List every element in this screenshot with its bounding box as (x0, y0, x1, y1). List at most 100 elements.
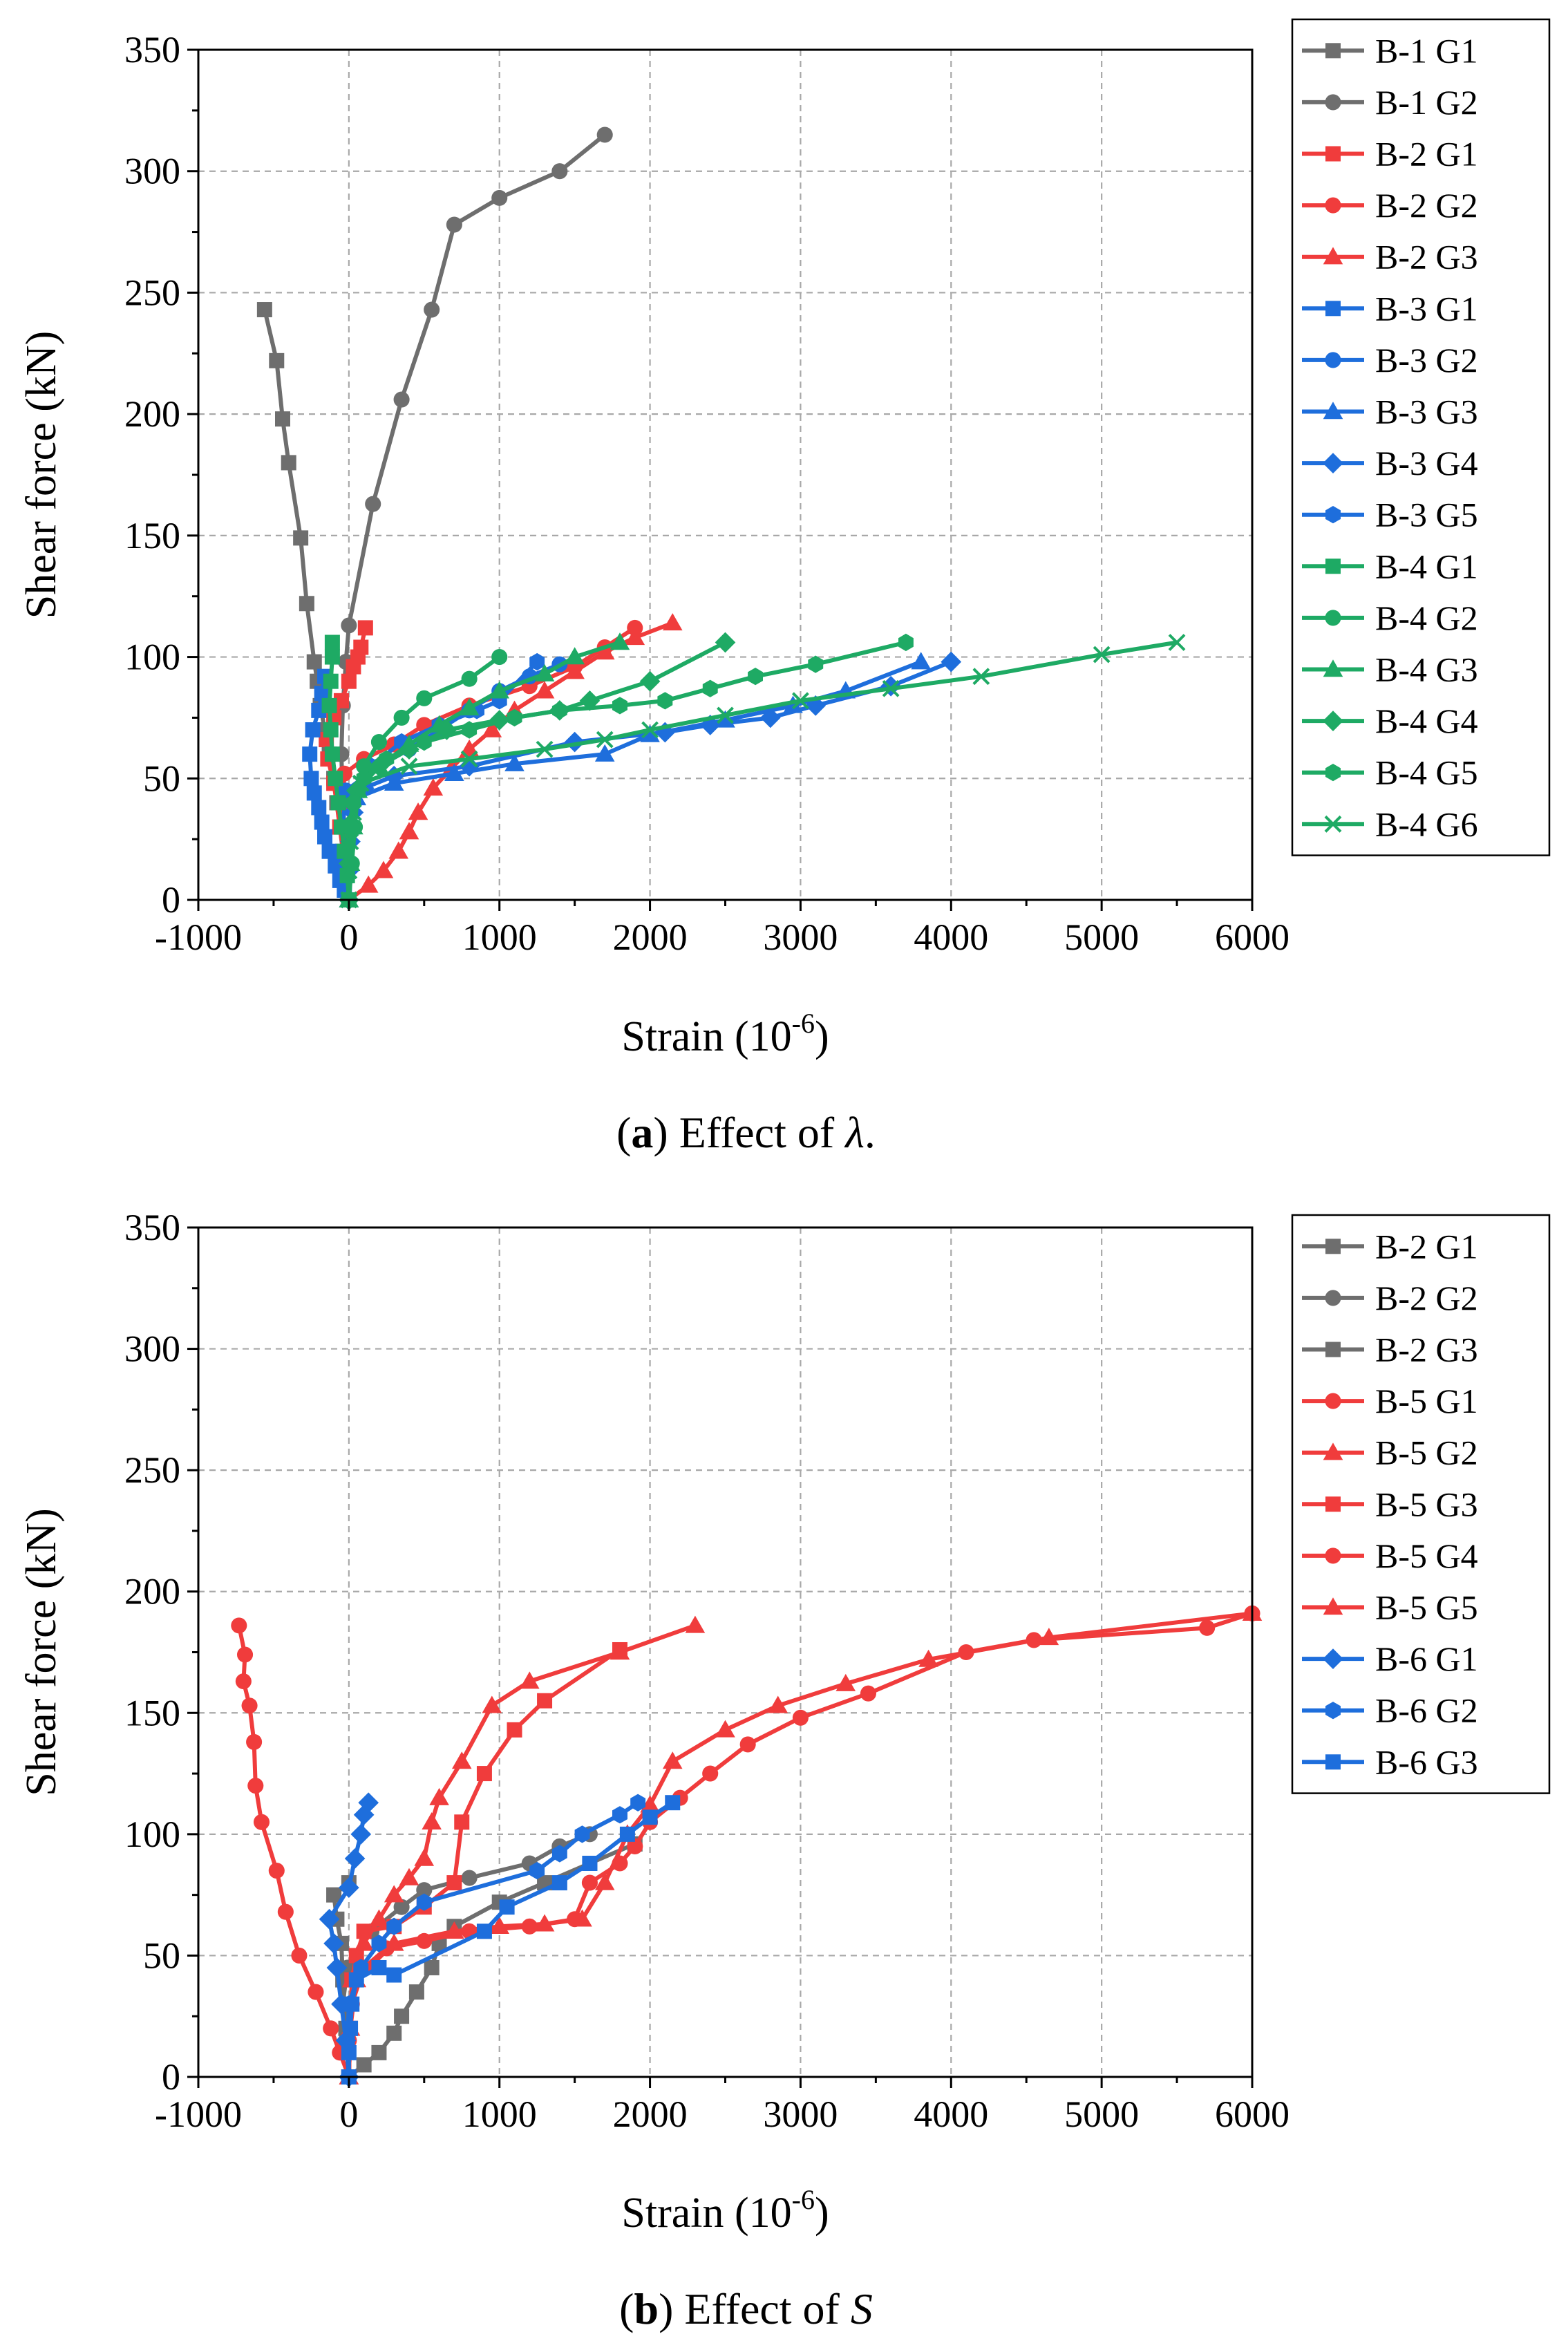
data-point (860, 1685, 877, 1702)
data-point (326, 1887, 342, 1903)
data-point (612, 1641, 627, 1657)
y-tick-label: 150 (124, 1692, 180, 1733)
data-point (339, 1877, 359, 1898)
legend-label: B-6 G2 (1375, 1691, 1478, 1730)
data-point (462, 721, 478, 739)
data-point (482, 719, 502, 737)
data-point (393, 709, 410, 726)
legend-marker (1325, 558, 1341, 574)
data-point (529, 1861, 545, 1880)
chart-panel-a: -1000 0 1000 2000 3000 4000 5000 60000501001502… (18, 18, 1551, 1157)
y-tick-label: 150 (124, 515, 180, 556)
legend-marker (1325, 352, 1341, 368)
legend-label: B-1 G2 (1375, 83, 1478, 122)
legend-marker (1325, 764, 1341, 782)
legend-label: B-2 G1 (1375, 1227, 1478, 1266)
data-point (333, 693, 349, 708)
data-point (446, 1875, 462, 1891)
data-point (579, 690, 601, 711)
x-axis-title: Strain (10-6) (621, 2184, 829, 2237)
data-point (423, 778, 444, 796)
legend-marker (1324, 815, 1342, 833)
legend-label: B-2 G3 (1375, 238, 1478, 276)
data-point (344, 804, 362, 821)
data-point (551, 702, 567, 719)
data-point (880, 675, 901, 697)
data-point (317, 829, 332, 845)
data-point (482, 1695, 502, 1713)
series-b-3-g3 (339, 652, 932, 907)
y-tick-label: 300 (124, 1328, 180, 1370)
legend-marker (1323, 402, 1343, 420)
data-point (444, 1921, 464, 1939)
data-point (306, 785, 322, 801)
legend-marker (1323, 247, 1343, 265)
data-point (384, 1933, 404, 1951)
data-point (760, 707, 781, 728)
series-line (346, 1611, 1254, 2079)
data-point (231, 1617, 247, 1634)
data-point (507, 708, 522, 727)
legend-label: B-6 G1 (1375, 1639, 1478, 1678)
caption-letter: a (631, 1108, 653, 1157)
plot-frame (197, 48, 1254, 901)
legend-marker (1323, 1597, 1343, 1615)
data-point (303, 771, 319, 787)
y-tick-label: 0 (162, 2056, 180, 2098)
y-axis-title: Shear force (kN) (18, 1508, 65, 1796)
legend-marker (1325, 146, 1341, 162)
legend: B-2 G1 B-2 G2 B-2 G3 B-5 G1 B-5 G2 B-5 G3 B-5 … (1291, 1214, 1551, 1794)
series-group (231, 1603, 1263, 2087)
legend-marker (1325, 1342, 1341, 1357)
figure-caption: (b) Effect of S (619, 2284, 873, 2333)
data-point (565, 661, 585, 679)
series-b-4-g6 (340, 634, 1186, 909)
y-tick-label: 0 (162, 879, 180, 921)
series-line (339, 133, 607, 902)
data-point (460, 750, 478, 768)
data-point (572, 1909, 592, 1927)
legend-label: B-3 G1 (1375, 289, 1478, 328)
data-point (236, 1646, 254, 1663)
y-tick-label: 250 (124, 1449, 180, 1491)
caption-close-paren: ) (653, 1108, 668, 1157)
y-tick-label: 200 (124, 1571, 180, 1612)
x-tick-label: 3000 (763, 2094, 838, 2135)
data-point (324, 746, 340, 762)
data-point (356, 1923, 372, 1939)
legend-label: B-1 G1 (1375, 31, 1478, 70)
legend-marker (1325, 1754, 1341, 1770)
data-point (436, 719, 457, 740)
data-point (414, 1848, 435, 1866)
data-point (352, 774, 370, 792)
data-point (408, 802, 428, 820)
data-point (370, 734, 387, 751)
data-point (610, 632, 630, 650)
legend-marker (1325, 1547, 1341, 1564)
data-point (489, 681, 510, 699)
gridlines (198, 50, 1252, 900)
data-point (594, 642, 615, 660)
data-point (537, 1693, 553, 1709)
x-axis-title-end: ) (815, 1013, 829, 1060)
data-point (1168, 634, 1186, 651)
data-point (268, 1862, 285, 1879)
data-point (491, 649, 508, 666)
legend-marker (1325, 197, 1341, 214)
legend-marker (1325, 1239, 1341, 1254)
data-point (534, 664, 555, 681)
x-axis-title-exponent: -6 (792, 1008, 815, 1039)
data-point (619, 1826, 635, 1842)
data-point (302, 746, 318, 762)
x-tick-label: 6000 (1215, 2094, 1290, 2135)
y-tick-label: 50 (143, 758, 180, 799)
data-point (565, 647, 585, 665)
data-point (323, 2020, 339, 2037)
data-point (641, 721, 659, 739)
data-point (305, 722, 321, 737)
data-point (341, 833, 359, 851)
series-b-6-g3 (341, 1795, 681, 2085)
data-point (534, 1914, 555, 1932)
data-point (293, 530, 309, 546)
x-tick-label: 0 (339, 916, 358, 958)
